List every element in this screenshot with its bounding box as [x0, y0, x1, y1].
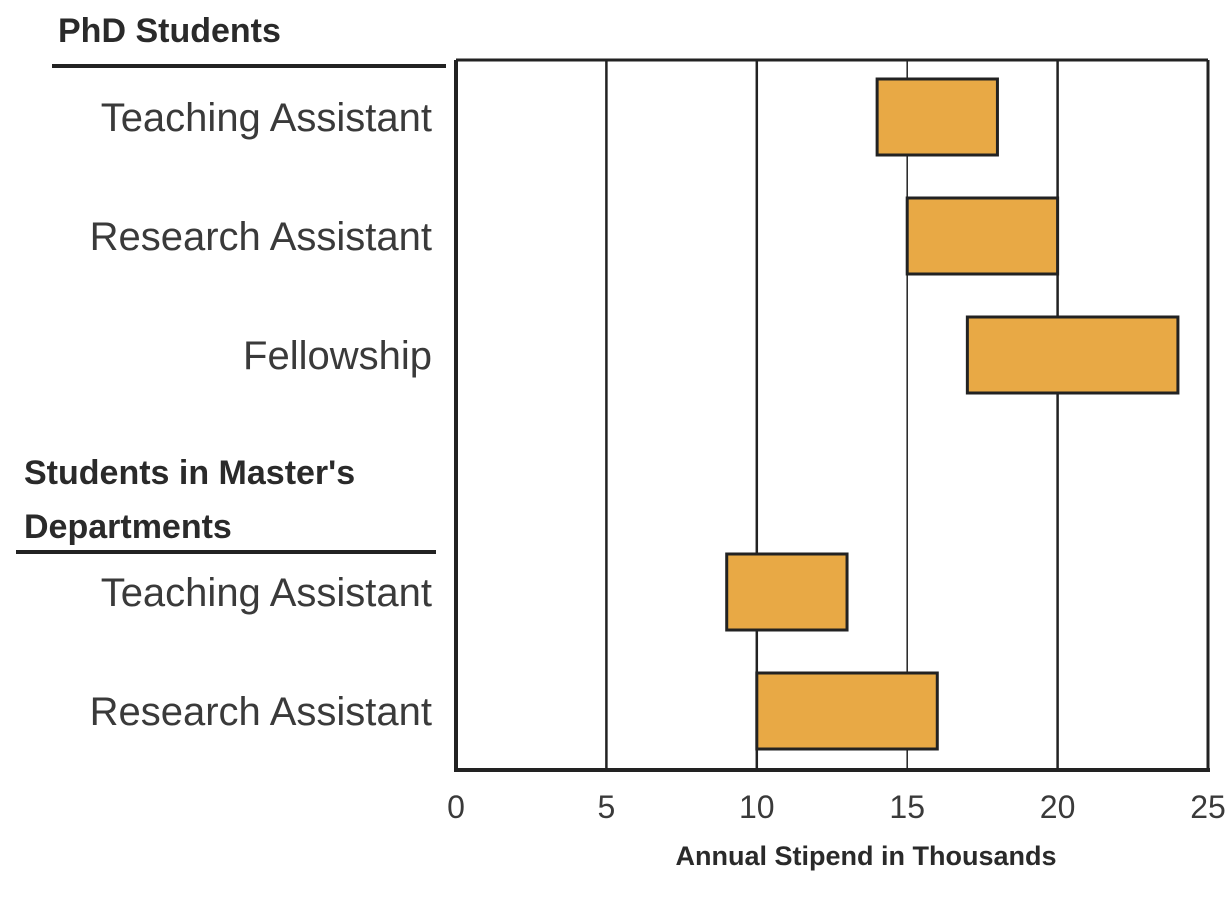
- x-tick-label-0: 0: [447, 789, 465, 825]
- x-tick-label-5: 5: [598, 789, 616, 825]
- category-label-1-1: Teaching Assistant: [101, 96, 432, 140]
- group-heading-line-1-1: PhD Students: [58, 12, 281, 50]
- x-tick-label-10: 10: [739, 789, 775, 825]
- x-tick-label-15: 15: [889, 789, 925, 825]
- category-label-1-2: Research Assistant: [90, 215, 432, 259]
- group-heading-line-2-1: Students in Master's: [24, 454, 355, 492]
- x-axis-title: Annual Stipend in Thousands: [676, 841, 1057, 871]
- range-bar-2-1: [725, 552, 849, 632]
- range-bar-1-3: [965, 315, 1180, 395]
- x-tick-label-20: 20: [1040, 789, 1076, 825]
- category-label-2-2: Research Assistant: [90, 690, 432, 734]
- x-tick-label-25: 25: [1190, 789, 1226, 825]
- range-bars: [725, 77, 1180, 751]
- category-label-2-1: Teaching Assistant: [101, 571, 432, 615]
- category-labels: Teaching Assistant Research Assistant Fell…: [90, 96, 432, 734]
- group-heading-line-2-2: Departments: [24, 508, 232, 546]
- range-bar-2-2: [755, 671, 939, 751]
- range-bar-1-2: [905, 196, 1060, 276]
- range-bar-1-1: [875, 77, 999, 157]
- category-label-1-3: Fellowship: [243, 334, 432, 378]
- plot-frame: [454, 58, 1210, 772]
- group-headings: PhD Students Students in Master's Departme…: [16, 12, 446, 554]
- gridlines: [605, 60, 1059, 770]
- x-axis-ticks: 0 5 10 15 20 25: [447, 789, 1226, 825]
